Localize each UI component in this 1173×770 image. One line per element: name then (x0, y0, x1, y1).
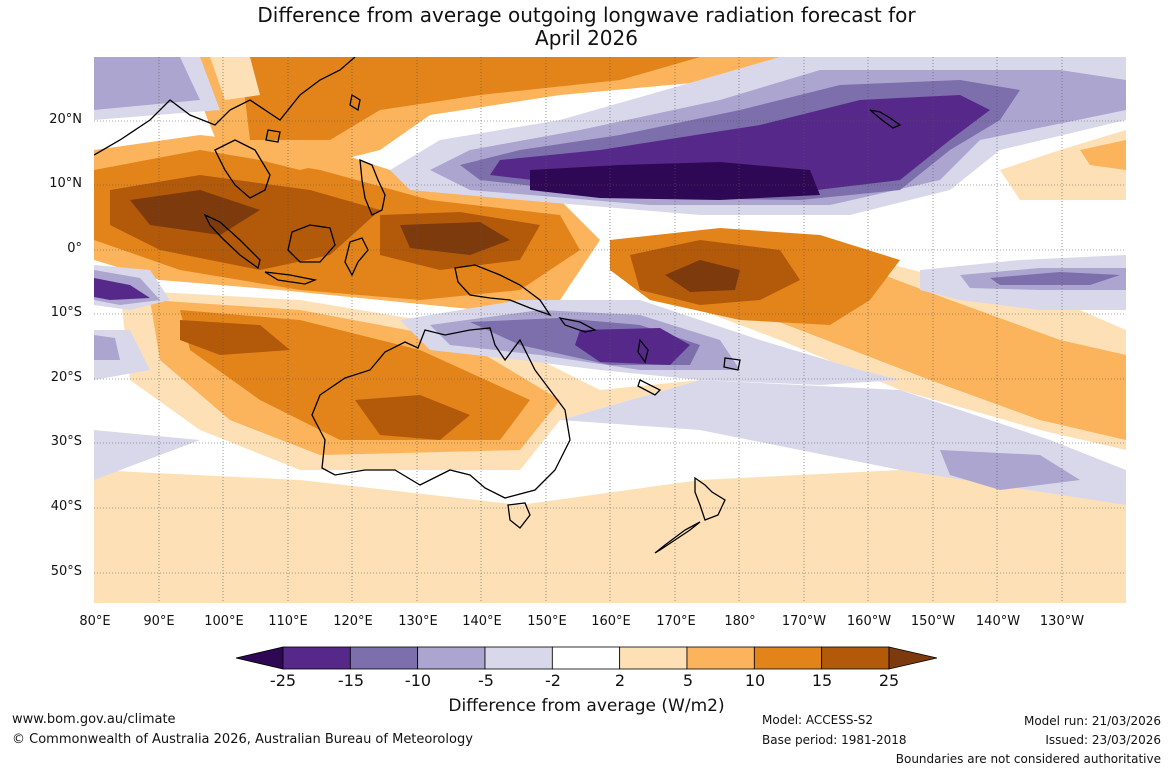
colorbar-arrow-high (888, 646, 938, 670)
colorbar-swatch (686, 646, 755, 670)
lon-label-90e: 90°E (143, 614, 175, 629)
copyright-text: © Commonwealth of Australia 2026, Austra… (12, 732, 473, 747)
lon-label-130w: 130°W (1039, 614, 1085, 629)
asia-coast (94, 57, 356, 156)
lon-label-160w: 160°W (846, 614, 892, 629)
colorbar-tick-label: -25 (269, 671, 297, 690)
tasmania-coast (507, 502, 531, 529)
lat-label-10s: 10°S (50, 305, 82, 320)
lon-label-140w: 140°W (975, 614, 1021, 629)
model-text: Model: ACCESS-S2 (762, 713, 874, 727)
colorbar-tick-label: 5 (682, 671, 694, 690)
solomon-islands-coast (558, 317, 597, 333)
lon-label-130e: 130°E (398, 614, 438, 629)
lon-label-150e: 150°E (527, 614, 567, 629)
colorbar-swatch (282, 646, 351, 670)
hawaii-coast (869, 109, 902, 129)
lat-label-40s: 40°S (50, 499, 82, 514)
indochina-coast (214, 139, 271, 199)
sulawesi-coast (344, 237, 369, 277)
hainan-coast (265, 129, 281, 143)
base-period-text: Base period: 1981-2018 (762, 733, 907, 747)
graticule (94, 57, 1126, 603)
colorbar (235, 646, 938, 670)
colorbar-tick-label: 15 (811, 671, 833, 690)
colorbar-swatch (619, 646, 688, 670)
disclaimer-text: Boundaries are not considered authoritat… (895, 752, 1161, 766)
colorbar-tick-label: 10 (744, 671, 766, 690)
map-title: Difference from average outgoing longwav… (0, 4, 1173, 50)
lon-label-120e: 120°E (333, 614, 373, 629)
coastlines (94, 57, 902, 554)
colorbar-swatch (349, 646, 419, 670)
colorbar-swatch (753, 646, 823, 670)
lat-label-0: 0° (67, 241, 82, 256)
lon-label-100e: 100°E (204, 614, 244, 629)
colorbar-tick-label: -5 (478, 671, 494, 690)
colorbar-tick-label: -15 (337, 671, 365, 690)
new-guinea-coast (454, 264, 552, 317)
borneo-coast (287, 224, 336, 263)
lat-label-50s: 50°S (50, 564, 82, 579)
lat-label-20s: 20°S (50, 370, 82, 385)
lat-label-20n: 20°N (49, 112, 82, 127)
lon-label-140e: 140°E (462, 614, 502, 629)
lat-label-30s: 30°S (50, 434, 82, 449)
vanuatu-coast (637, 338, 649, 364)
australia-coast (311, 327, 571, 499)
java-coast (264, 271, 318, 285)
lon-label-170w: 170°W (781, 614, 827, 629)
lon-label-110e: 110°E (268, 614, 308, 629)
colorbar-swatch (417, 646, 486, 670)
new-caledonia-coast (637, 379, 662, 396)
website-link[interactable]: www.bom.gov.au/climate (12, 712, 176, 727)
new-zealand-south-coast (654, 521, 701, 554)
lat-label-10n: 10°N (49, 176, 82, 191)
model-run-text: Model run: 21/03/2026 (1023, 714, 1161, 728)
new-zealand-north-coast (694, 476, 726, 521)
colorbar-swatch (484, 646, 553, 670)
map-title-line1: Difference from average outgoing longwav… (257, 3, 916, 27)
colorbar-tick-label: 25 (878, 671, 900, 690)
colorbar-tick-label: 2 (614, 671, 626, 690)
lon-label-80e: 80°E (79, 614, 111, 629)
map-title-line2: April 2026 (535, 26, 638, 50)
issued-text: Issued: 23/03/2026 (1045, 733, 1161, 747)
colorbar-tick-label: -2 (545, 671, 561, 690)
lon-label-180: 180° (724, 614, 756, 629)
colorbar-swatch (551, 646, 621, 670)
colorbar-title: Difference from average (W/m2) (448, 696, 725, 716)
taiwan-coast (349, 93, 361, 112)
philippines-coast (359, 158, 386, 216)
lon-label-160e: 160°E (591, 614, 631, 629)
colorbar-swatch (821, 646, 890, 670)
lon-label-150w: 150°W (910, 614, 956, 629)
colorbar-arrow-low (235, 646, 284, 670)
lon-label-170e: 170°E (656, 614, 696, 629)
sumatra-coast (203, 213, 261, 270)
fiji-coast (723, 357, 741, 371)
colorbar-tick-label: -10 (404, 671, 432, 690)
